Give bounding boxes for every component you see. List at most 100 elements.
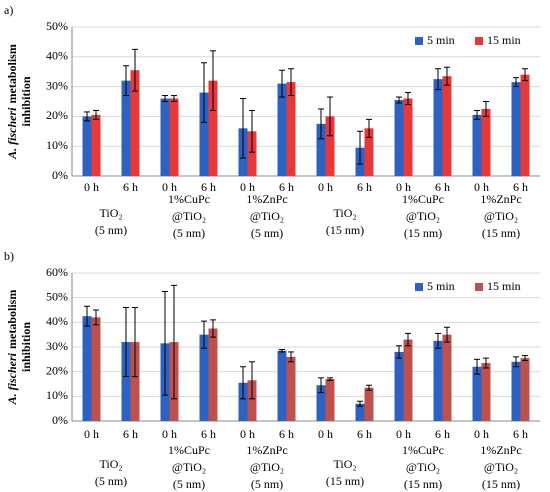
group-label: (5 nm) xyxy=(173,226,205,240)
group-label: 1%CuPc xyxy=(168,192,210,206)
group-label: (5 nm) xyxy=(173,477,205,491)
group-label: (15 nm) xyxy=(326,223,364,237)
group-label: TiO₂ xyxy=(333,457,356,471)
group-label: 1%CuPc xyxy=(402,443,444,457)
x-tick-label: 0 h xyxy=(240,180,255,194)
group-label: (15 nm) xyxy=(404,226,442,240)
group-label: 1%ZnPc xyxy=(246,443,287,457)
group-label: @TiO₂ xyxy=(406,209,440,223)
bar xyxy=(472,114,482,176)
y-tick-label: 10% xyxy=(46,138,68,152)
y-axis-label-part: inhibition xyxy=(19,76,33,126)
panel-label: b) xyxy=(4,249,14,263)
x-tick-label: 6 h xyxy=(201,180,216,194)
y-tick-label: 0% xyxy=(52,168,68,182)
group-label: @TiO₂ xyxy=(250,209,284,223)
panel-label: a) xyxy=(4,3,13,17)
bar xyxy=(208,80,218,176)
y-axis-label-italic: A. fischeri xyxy=(5,107,19,160)
x-tick-label: 0 h xyxy=(474,180,489,194)
x-tick-label: 0 h xyxy=(162,427,177,441)
legend-label: 15 min xyxy=(487,33,521,47)
y-axis-label-part: inhibition xyxy=(19,322,33,372)
x-tick-label: 6 h xyxy=(513,427,528,441)
group-label: TiO₂ xyxy=(99,206,122,220)
y-axis-label: A. fischeri metabolisminhibition xyxy=(5,44,33,160)
x-tick-label: 0 h xyxy=(396,180,411,194)
legend-swatch xyxy=(415,37,423,45)
group-label: @TiO₂ xyxy=(484,209,518,223)
bar xyxy=(286,356,296,421)
bar xyxy=(316,385,326,421)
x-tick-label: 6 h xyxy=(201,427,216,441)
bar xyxy=(208,328,218,421)
bar xyxy=(325,379,335,421)
x-tick-label: 6 h xyxy=(123,180,138,194)
bar xyxy=(394,100,404,176)
bar xyxy=(82,316,92,421)
y-tick-label: 50% xyxy=(46,19,68,33)
group-label: 1%ZnPc xyxy=(246,192,287,206)
group-label: (15 nm) xyxy=(404,477,442,491)
y-tick-label: 20% xyxy=(46,363,68,377)
y-axis-label-italic: A. fischeri xyxy=(5,352,19,405)
group-label: (15 nm) xyxy=(326,474,364,488)
bar xyxy=(286,82,296,176)
bar xyxy=(199,334,209,421)
x-tick-label: 0 h xyxy=(162,180,177,194)
bar xyxy=(433,340,443,421)
x-tick-label: 0 h xyxy=(474,427,489,441)
bar xyxy=(511,82,521,176)
x-tick-label: 6 h xyxy=(279,427,294,441)
x-tick-label: 0 h xyxy=(240,427,255,441)
bar xyxy=(481,108,491,176)
bar xyxy=(364,128,374,176)
x-tick-label: 6 h xyxy=(513,180,528,194)
group-label: (5 nm) xyxy=(95,474,127,488)
bar xyxy=(394,351,404,421)
x-tick-label: 6 h xyxy=(435,427,450,441)
y-tick-label: 40% xyxy=(46,314,68,328)
y-tick-label: 30% xyxy=(46,339,68,353)
x-tick-label: 6 h xyxy=(123,427,138,441)
bar xyxy=(442,334,452,421)
bar xyxy=(520,358,530,421)
bar xyxy=(325,116,335,176)
y-tick-label: 40% xyxy=(46,49,68,63)
legend-label: 5 min xyxy=(427,33,455,47)
bar xyxy=(91,114,101,176)
group-label: 1%CuPc xyxy=(402,192,444,206)
bar xyxy=(199,92,209,176)
bar xyxy=(511,361,521,421)
bar xyxy=(364,387,374,421)
group-label: 1%ZnPc xyxy=(480,443,521,457)
group-label: 1%ZnPc xyxy=(480,192,521,206)
bar xyxy=(403,339,413,421)
bar xyxy=(160,98,170,176)
bar xyxy=(277,350,287,421)
group-label: TiO₂ xyxy=(99,457,122,471)
bar xyxy=(472,366,482,421)
group-label: 1%CuPc xyxy=(168,443,210,457)
x-tick-label: 6 h xyxy=(435,180,450,194)
x-tick-label: 0 h xyxy=(84,180,99,194)
y-tick-label: 50% xyxy=(46,289,68,303)
legend-swatch xyxy=(475,37,483,45)
group-label: @TiO₂ xyxy=(172,209,206,223)
bar xyxy=(169,98,179,176)
y-axis-label-part: metabolism xyxy=(5,44,19,103)
group-label: (5 nm) xyxy=(251,477,283,491)
bar xyxy=(442,76,452,176)
x-tick-label: 6 h xyxy=(279,180,294,194)
bar xyxy=(130,70,140,176)
x-tick-label: 0 h xyxy=(84,427,99,441)
group-label: TiO₂ xyxy=(333,206,356,220)
y-axis-label-part: metabolism xyxy=(5,290,19,349)
group-label: (15 nm) xyxy=(482,226,520,240)
group-label: @TiO₂ xyxy=(484,460,518,474)
legend-label: 5 min xyxy=(427,279,455,293)
y-tick-label: 20% xyxy=(46,108,68,122)
y-tick-label: 30% xyxy=(46,78,68,92)
group-label: (5 nm) xyxy=(95,223,127,237)
